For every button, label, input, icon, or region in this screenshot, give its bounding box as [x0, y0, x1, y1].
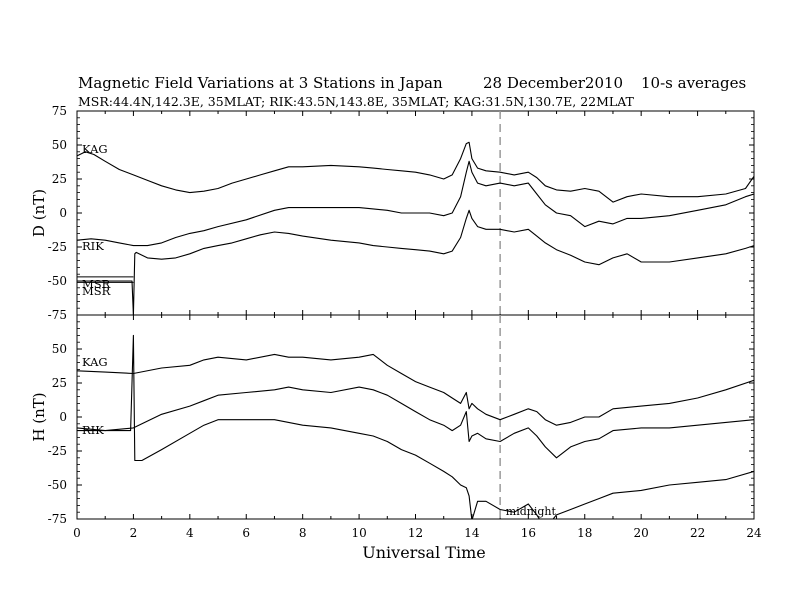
xtick-label: 14 — [464, 526, 480, 540]
xtick-label: 6 — [242, 526, 250, 540]
xtick-label: 2 — [130, 526, 138, 540]
h-station-label: KAG — [82, 355, 108, 369]
chart-date: 28 December2010 — [483, 74, 623, 92]
h-ytick-label: 25 — [52, 376, 67, 390]
h-ytick-label: -75 — [48, 512, 67, 526]
d-ylabel: D (nT) — [30, 189, 48, 237]
h-series-rik — [77, 386, 754, 459]
h-ytick-label: 0 — [59, 410, 67, 424]
d-station-label: RIK — [82, 239, 104, 253]
stations-line: MSR:44.4N,142.3E, 35MLAT; RIK:43.5N,143.… — [78, 94, 635, 109]
d-ytick-label: -50 — [48, 274, 67, 288]
d-station-label: KAG — [82, 142, 108, 156]
chart-averaging: 10-s averages — [641, 74, 746, 92]
xtick-label: 16 — [521, 526, 536, 540]
x-axis-label: Universal Time — [362, 543, 485, 562]
h-station-label: RIK — [82, 423, 104, 437]
xtick-label: 20 — [634, 526, 649, 540]
d-ytick-label: 50 — [52, 138, 67, 152]
xtick-label: 24 — [746, 526, 762, 540]
xtick-label: 10 — [351, 526, 366, 540]
d-series-rik — [77, 160, 754, 247]
h-ylabel: H (nT) — [30, 392, 48, 441]
xtick-label: 22 — [690, 526, 705, 540]
d-ytick-label: 75 — [52, 104, 67, 118]
d-series-kag — [77, 141, 754, 203]
xtick-label: 8 — [299, 526, 307, 540]
h-ytick-label: -50 — [48, 478, 67, 492]
xtick-label: 4 — [186, 526, 194, 540]
d-station-label: MSR — [82, 284, 111, 298]
xtick-label: 12 — [408, 526, 423, 540]
d-ytick-label: -75 — [48, 308, 67, 322]
chart-title: Magnetic Field Variations at 3 Stations … — [78, 74, 443, 92]
d-ytick-label: -25 — [48, 240, 67, 254]
h-series-msr — [77, 334, 754, 519]
xtick-label: 0 — [73, 526, 81, 540]
h-ytick-label: -25 — [48, 444, 67, 458]
d-ytick-label: 25 — [52, 172, 67, 186]
h-series-kag — [77, 353, 754, 426]
xtick-label: 18 — [577, 526, 592, 540]
d-ytick-label: 0 — [59, 206, 67, 220]
midnight-annotation: midnight — [506, 505, 557, 518]
d-station-label: MSR — [82, 277, 111, 291]
h-ytick-label: 50 — [52, 342, 67, 356]
d-series-msr — [77, 209, 754, 315]
